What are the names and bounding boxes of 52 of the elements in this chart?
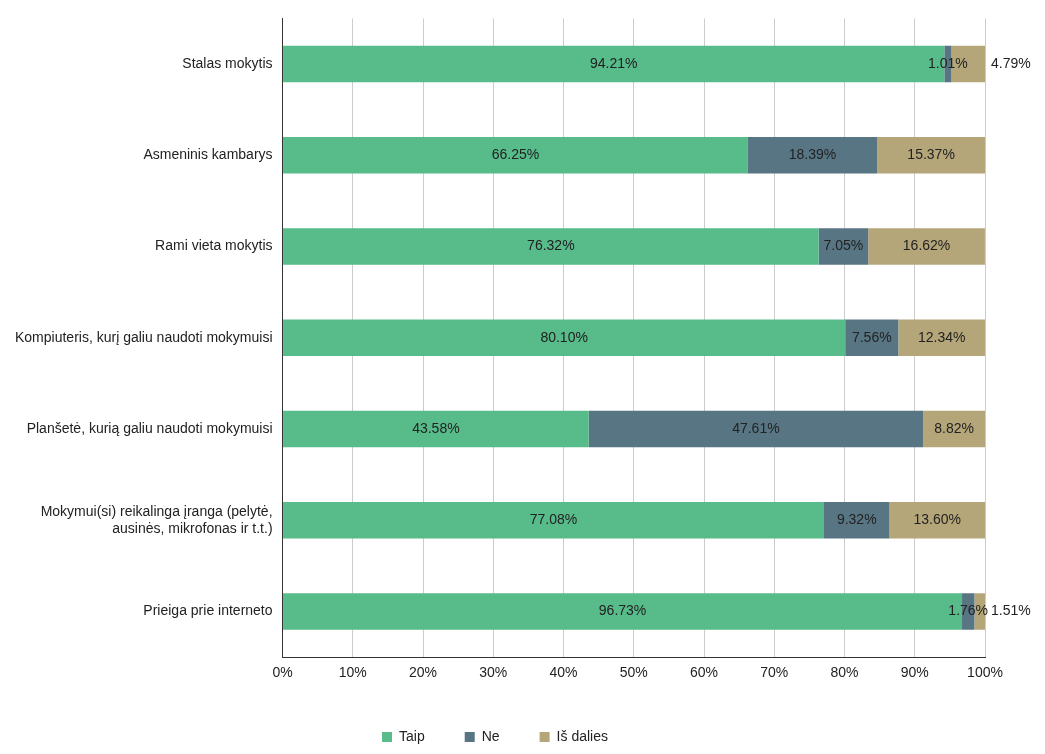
bar <box>747 137 878 174</box>
data-label: 16.62% <box>902 237 951 254</box>
data-label: 7.05% <box>823 237 864 254</box>
y-tick-label: Kompiuteris, kurį galiu naudoti mokymuisi <box>14 328 273 345</box>
data-label: 18.39% <box>788 146 837 163</box>
y-tick-label: Stalas mokytis <box>182 54 273 71</box>
bar <box>889 502 985 539</box>
x-tick-label: 100% <box>967 664 1003 681</box>
bar <box>898 319 985 357</box>
data-label: 43.58% <box>412 419 460 436</box>
y-tick-label: Prieiga prie interneto <box>143 602 273 619</box>
data-label: 80.10% <box>540 328 588 345</box>
y-tick-label: Planšetė, kurią galiu naudoti mokymuisi <box>26 419 273 436</box>
data-label: 1.51% <box>991 602 1031 619</box>
y-tick-label: Rami vieta mokytis <box>155 237 273 254</box>
bar <box>283 410 589 448</box>
bar <box>877 137 985 174</box>
data-label: 47.61% <box>732 419 780 436</box>
x-tick-label: 90% <box>900 664 929 681</box>
data-label: 7.56% <box>851 328 892 345</box>
data-label: 77.08% <box>529 511 578 528</box>
data-label: 12.34% <box>917 328 966 345</box>
bar <box>824 502 890 539</box>
x-tick-label: 60% <box>690 664 719 681</box>
bar <box>283 137 748 174</box>
x-tick-label: 80% <box>830 664 859 681</box>
x-tick-label: 20% <box>409 664 438 681</box>
bar <box>868 228 985 265</box>
bar <box>283 502 824 539</box>
data-label: 9.32% <box>836 511 877 528</box>
y-tick-label: Mokymui(si) reikalinga įranga (pelytė, ausinės, mikrofonas ir t.t.) <box>40 502 273 536</box>
data-label: 96.73% <box>598 602 647 619</box>
bar <box>588 410 924 448</box>
y-tick-label: Asmeninis kambarys <box>143 146 273 163</box>
legend-label: Ne <box>481 727 500 744</box>
legend-label: Taip <box>399 727 425 744</box>
data-label: 8.82% <box>934 419 974 436</box>
data-label: 15.37% <box>907 146 955 163</box>
data-label: 4.79% <box>991 54 1031 71</box>
data-label: 76.32% <box>527 237 575 254</box>
data-label: 13.60% <box>913 511 961 528</box>
legend-label: Iš dalies <box>556 727 608 744</box>
bar <box>283 228 819 265</box>
x-tick-label: 10% <box>338 664 367 681</box>
x-tick-label: 70% <box>760 664 789 681</box>
data-label: 94.21% <box>589 54 638 71</box>
x-tick-label: 30% <box>479 664 508 681</box>
data-label: 66.25% <box>491 146 540 163</box>
x-tick-label: 40% <box>549 664 578 681</box>
bar <box>283 319 846 357</box>
x-tick-label: 50% <box>619 664 648 681</box>
x-tick-label: 0% <box>272 664 293 681</box>
